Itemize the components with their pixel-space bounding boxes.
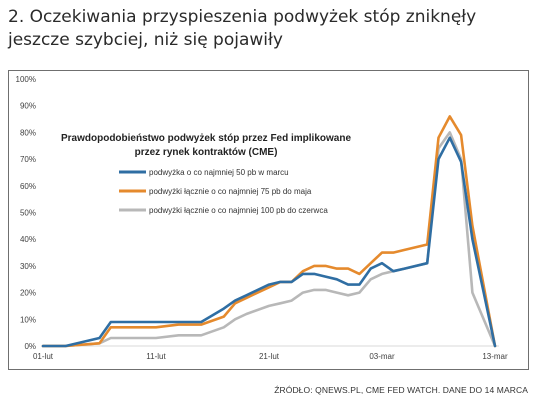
y-tick-label: 60%: [20, 182, 36, 191]
line-chart: 0% 10% 20% 30% 40% 50% 60% 70% 80% 90% 100% 01-lut 1…: [16, 75, 508, 361]
x-tick-label: 01-lut: [33, 352, 54, 361]
x-tick-label: 21-lut: [259, 352, 280, 361]
x-tick-label: 13-mar: [482, 352, 508, 361]
legend-label: podwyżki łącznie o co najmniej 100 pb do…: [149, 206, 328, 215]
chart-legend: podwyżka o co najmniej 50 pb w marcu podw…: [119, 168, 328, 215]
series-line: [41, 136, 497, 348]
chart-ticks: 0% 10% 20% 30% 40% 50% 60% 70% 80% 90% 100% 01-lut 1…: [16, 75, 508, 361]
legend-label: podwyżki łącznie o co najmniej 75 pb do …: [149, 187, 312, 196]
chart-title-line: przez rynek kontraktów (CME): [135, 147, 278, 158]
y-tick-label: 50%: [20, 209, 36, 218]
x-tick-label: 03-mar: [369, 352, 395, 361]
chart-title-line: Prawdopodobieństwo podwyżek stóp przez F…: [61, 133, 351, 144]
y-tick-label: 40%: [20, 235, 36, 244]
source-note: ŹRÓDŁO: QNEWS.PL, CME FED WATCH. DANE DO…: [274, 385, 528, 395]
y-tick-label: 70%: [20, 155, 36, 164]
y-tick-label: 20%: [20, 289, 36, 298]
legend-label: podwyżka o co najmniej 50 pb w marcu: [149, 168, 289, 177]
y-tick-label: 80%: [20, 128, 36, 137]
y-tick-label: 100%: [16, 75, 36, 84]
chart-lines: [41, 115, 497, 348]
chart-frame: 0% 10% 20% 30% 40% 50% 60% 70% 80% 90% 100% 01-lut 1…: [8, 70, 529, 370]
y-tick-label: 90%: [20, 102, 36, 111]
y-tick-label: 30%: [20, 262, 36, 271]
chart-heading: 2. Oczekiwania przyspieszenia podwyżek s…: [8, 7, 477, 50]
y-tick-label: 0%: [24, 342, 36, 351]
chart-title: Prawdopodobieństwo podwyżek stóp przez F…: [61, 133, 351, 158]
y-tick-label: 10%: [20, 315, 36, 324]
x-tick-label: 11-lut: [146, 352, 166, 361]
series-line: [41, 115, 497, 348]
